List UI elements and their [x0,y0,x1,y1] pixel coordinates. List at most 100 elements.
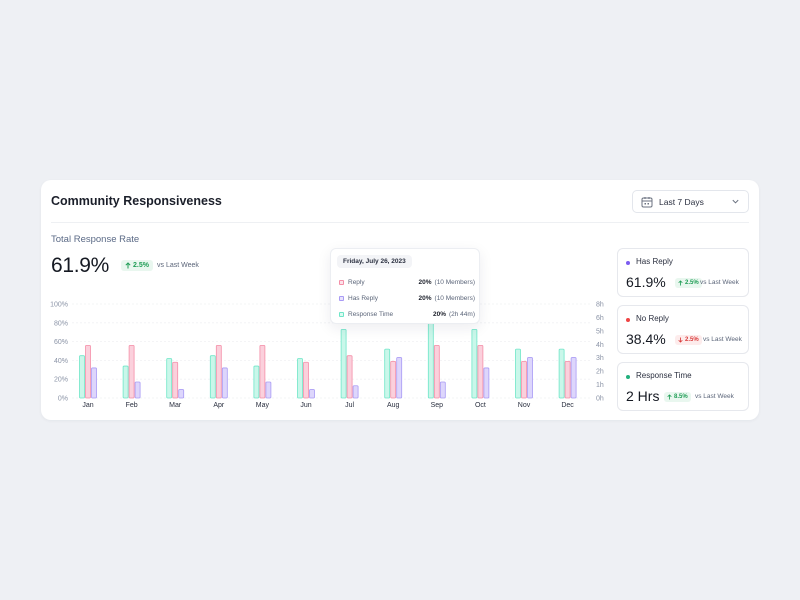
arrow-up-icon [678,280,683,286]
stat-value: 38.4% [626,331,666,347]
bar-response-time[interactable] [253,365,260,399]
stat-label: No Reply [636,314,669,323]
stat-change-badge: 8.5% [664,392,691,402]
stat-value: 2 Hrs [626,388,660,404]
chart-tooltip: Friday, July 26, 2023 Reply 20% (10 Memb… [330,248,480,324]
date-range-label: Last 7 Days [659,196,704,207]
right-axis-tick: 1h [596,382,604,389]
bar-has-reply[interactable] [91,367,97,399]
bar-reply[interactable] [433,344,440,399]
tooltip-row-percent: 20% [432,310,446,318]
response-time-swatch [339,311,344,317]
community-responsiveness-card: Community Responsiveness Last 7 Days Tot… [41,180,759,420]
stat-value: 61.9% [626,274,666,290]
total-vs-label: vs Last Week [157,262,199,269]
bar-has-reply[interactable] [309,389,315,399]
bar-response-time[interactable] [340,328,347,399]
bar-response-time[interactable] [515,348,521,399]
bar-reply[interactable] [521,360,527,399]
stat-change-value: 8.5% [674,394,688,400]
bar-reply[interactable] [128,344,135,399]
bar-response-time[interactable] [122,365,129,399]
left-axis-tick: 60% [54,339,68,346]
bar-has-reply[interactable] [265,381,272,399]
bar-reply[interactable] [259,344,266,399]
x-axis-tick: Sep [431,402,444,409]
bar-response-time[interactable] [427,322,434,399]
x-axis-tick: Apr [213,402,225,409]
bar-has-reply[interactable] [134,381,141,399]
tooltip-row-reply: Reply 20% (10 Members) [339,277,475,287]
bar-reply[interactable] [303,361,309,399]
x-axis-tick: Jun [300,402,311,409]
calendar-icon [641,196,653,207]
bar-has-reply[interactable] [570,357,577,399]
bar-reply[interactable] [390,360,397,399]
bar-reply[interactable] [172,361,179,399]
x-axis-tick: Oct [475,402,486,409]
date-range-dropdown[interactable]: Last 7 Days [632,190,749,213]
tooltip-row-detail: (2h 44m) [448,310,475,318]
bar-has-reply[interactable] [439,381,446,399]
right-axis-tick: 0h [596,396,604,403]
total-response-rate-label: Total Response Rate [51,234,140,245]
tooltip-row-detail: (10 Members) [434,278,475,286]
left-axis-tick: 0% [58,396,68,403]
right-axis-tick: 4h [596,342,604,349]
bar-response-time[interactable] [471,328,478,399]
status-dot [626,318,630,322]
bar-has-reply[interactable] [527,357,533,399]
bar-has-reply[interactable] [483,367,490,399]
bar-has-reply[interactable] [221,367,228,399]
stat-label: Response Time [636,371,692,380]
bar-reply[interactable] [215,344,222,399]
x-axis-tick: Jan [82,402,93,409]
stat-vs-label: vs Last Week [703,336,742,343]
stat-card-response-time[interactable]: Response Time 2 Hrs 8.5% vs Last Week [617,362,749,411]
tooltip-row-percent: 20% [418,278,432,286]
bar-reply[interactable] [346,355,353,399]
has-reply-swatch [339,295,344,301]
stat-card-has-reply[interactable]: Has Reply 61.9% 2.5% vs Last Week [617,248,749,297]
bar-response-time[interactable] [166,358,173,399]
tooltip-row-name: Has Reply [348,294,378,302]
bar-reply[interactable] [477,344,484,399]
stat-card-no-reply[interactable]: No Reply 38.4% 2.5% vs Last Week [617,305,749,354]
bar-reply[interactable] [564,360,571,399]
bar-response-time[interactable] [209,355,216,399]
bar-response-time[interactable] [384,348,391,399]
arrow-up-icon [667,394,672,400]
x-axis-tick: Mar [169,402,182,409]
tooltip-row-percent: 20% [418,294,432,302]
header-divider [51,222,749,223]
status-dot [626,261,630,265]
bar-response-time[interactable] [558,348,565,399]
bar-has-reply[interactable] [396,357,403,399]
right-axis-tick: 3h [596,355,604,362]
stat-change-value: 2.5% [685,280,699,286]
chevron-down-icon [732,199,739,204]
x-axis-tick: Aug [387,402,400,409]
x-axis-tick: Feb [126,402,138,409]
bar-response-time[interactable] [79,355,85,399]
left-axis-tick: 20% [54,377,68,384]
bar-reply[interactable] [85,344,91,399]
total-change-badge: 2.5% [121,260,153,271]
right-axis-tick: 5h [596,328,604,335]
stat-label: Has Reply [636,257,673,266]
status-dot [626,375,630,379]
bar-has-reply[interactable] [352,385,359,399]
bar-chart-svg: 100% 80% 60% 40% 20% 0% 8h 6h 5h 4h 3h 2h 1h 0h Jan Feb… [50,302,604,410]
stat-vs-label: vs Last Week [695,393,734,400]
total-response-rate-value: 61.9% [51,254,110,277]
stat-change-badge: 2.5% [675,335,702,345]
tooltip-row-has-reply: Has Reply 20% (10 Members) [339,293,475,303]
left-axis-tick: 100% [50,302,68,309]
x-axis-tick: May [256,402,270,409]
tooltip-row-name: Reply [348,278,365,286]
bar-has-reply[interactable] [178,389,185,399]
bar-response-time[interactable] [297,358,303,399]
stat-vs-label: vs Last Week [700,279,739,286]
card-title: Community Responsiveness [51,194,222,208]
x-axis-tick: Jul [345,402,354,409]
